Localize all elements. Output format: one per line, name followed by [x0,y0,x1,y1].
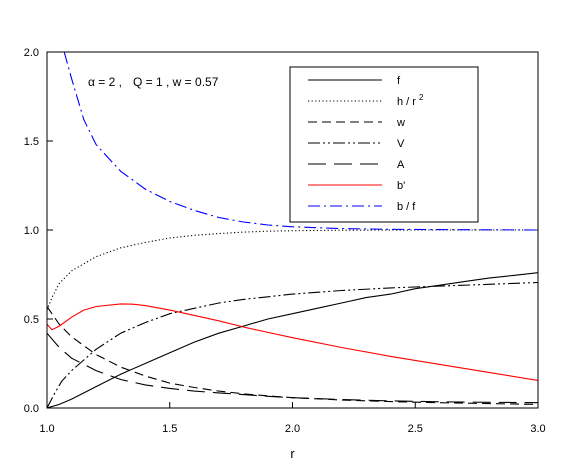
x-axis-ticks: 1.0 1.5 2.0 2.5 3.0 [39,402,546,435]
series-line-w [47,306,538,405]
y-tick-label: 2.0 [24,47,39,59]
plot-curves [47,52,538,408]
annotation-params: Q = 1 , w = 0.57 [133,75,219,89]
series-line-b- [47,303,538,381]
x-tick-label: 1.5 [162,423,177,435]
y-tick-label: 1.0 [24,225,39,237]
y-tick-label: 1.5 [24,136,39,148]
x-tick-label: 1.0 [39,423,54,435]
series-line-h-r [47,229,538,311]
series-line-b-f [63,52,538,231]
legend-label: w [396,117,405,129]
series-line-a [47,332,538,404]
legend-label: f [397,75,401,87]
series-line-f [47,272,538,408]
x-tick-label: 2.5 [408,423,423,435]
annotation-alpha: α = 2 , [88,75,122,89]
legend-label: A [397,159,405,171]
legend-label: V [397,138,405,150]
y-tick-label: 0.5 [24,314,39,326]
legend-box [289,66,479,223]
x-axis-label: r [290,446,295,461]
legend-label: b' [397,180,405,192]
legend-label: b / f [397,201,416,213]
legend-label: h / r 2 [397,93,424,108]
parameter-annotation: α = 2 , Q = 1 , w = 0.57 [88,75,219,89]
series-line-v [47,281,538,408]
x-tick-label: 2.0 [285,423,300,435]
y-axis-ticks: 0.0 0.5 1.0 1.5 2.0 [24,47,53,415]
y-tick-label: 0.0 [24,403,39,415]
x-tick-label: 3.0 [530,423,545,435]
